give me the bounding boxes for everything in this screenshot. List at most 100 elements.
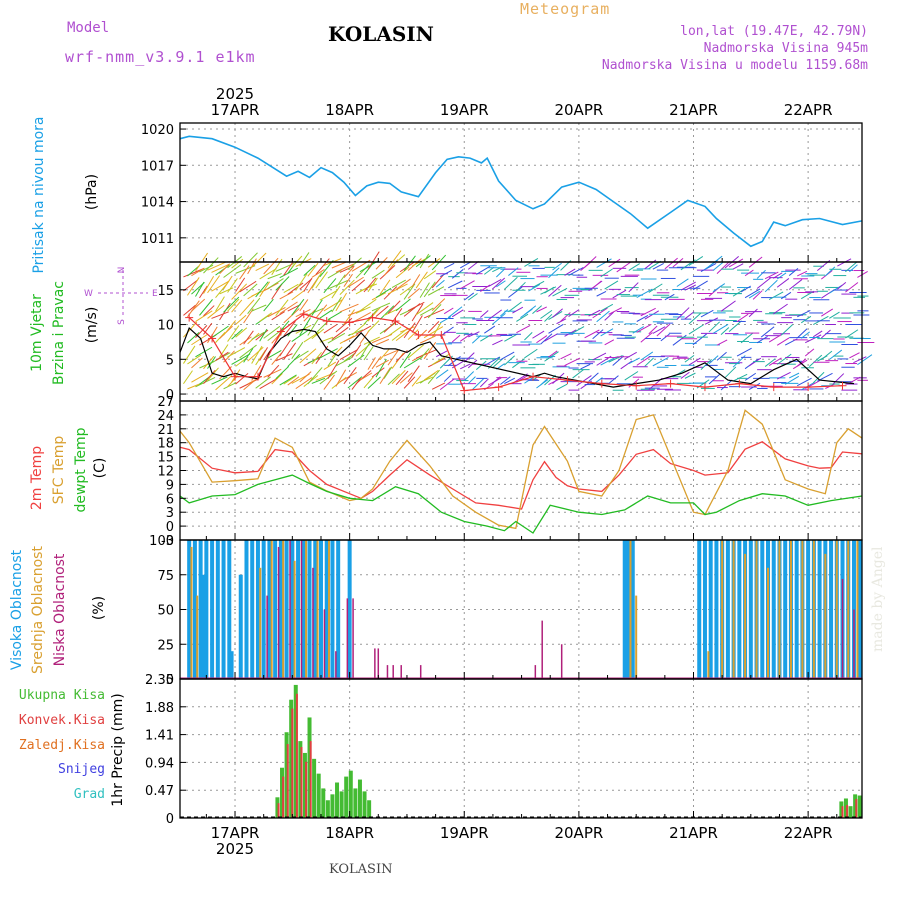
wind-barb (331, 285, 341, 299)
high-cloud-bar (622, 540, 627, 679)
low-cloud-bar (541, 620, 543, 679)
wind-barb (363, 309, 378, 325)
wind-barb (592, 329, 604, 340)
high-cloud-bar (714, 540, 719, 679)
y-tick-label: 15 (157, 451, 174, 466)
wind-barb (732, 288, 746, 297)
wind-barb (853, 356, 867, 364)
y-tick-label: 21 (157, 423, 174, 438)
wind-barb (263, 368, 282, 378)
wind-barb (636, 288, 653, 298)
mid-cloud-bar (629, 540, 632, 679)
wind-barb (788, 268, 799, 276)
wind-barb (664, 257, 678, 270)
wind-barb (688, 357, 701, 366)
high-cloud-bar (697, 540, 702, 679)
wind-barb (379, 367, 391, 385)
wind-barb (215, 351, 229, 361)
bottom-day-label: 22APR (784, 824, 833, 842)
wind-barb (552, 308, 563, 318)
wind-barb (391, 369, 406, 385)
wind-barb (736, 313, 749, 323)
wind-barb (504, 276, 518, 290)
wind-barb (371, 302, 391, 312)
wind-barb (191, 357, 203, 369)
wind-barb (295, 350, 309, 360)
altitude-label: Nadmorska Visina 945m (703, 41, 868, 56)
wind-barb (628, 357, 640, 365)
wind-barb (207, 367, 219, 381)
precip-conv-bar (855, 799, 858, 818)
wind-barb (780, 291, 792, 300)
wind-barb (764, 358, 776, 367)
wind-barb (540, 333, 553, 345)
wind-barb (299, 252, 310, 267)
wind-barb (596, 258, 612, 268)
high-cloud-bar (204, 540, 209, 679)
wind-barb (299, 317, 311, 336)
precip-total-bar (348, 770, 353, 818)
wind-barb (191, 372, 209, 383)
wind-barb (259, 281, 271, 297)
wind-barb (287, 282, 304, 295)
wind-barb (267, 350, 282, 359)
coords-label: lon,lat (19.47E, 42.79N) (680, 24, 868, 39)
high-cloud-bar (330, 540, 335, 679)
wind-barb (564, 357, 581, 367)
wind-barb (744, 288, 761, 299)
low-cloud-bar (277, 546, 280, 679)
wind-barb (431, 274, 445, 289)
wind-barb (636, 323, 652, 333)
precip-conv-bar (309, 741, 312, 818)
low-cloud-bar (323, 609, 326, 679)
wind-barb (279, 267, 299, 279)
wind-barb (363, 336, 380, 345)
precip-total-bar (857, 795, 862, 818)
bottom-year-label: 2025 (216, 840, 254, 858)
mid-cloud-bar (721, 540, 724, 679)
wind-barb (355, 306, 371, 314)
wind-barb (664, 293, 675, 301)
wind-barb (247, 375, 262, 385)
wind-barb (624, 371, 639, 381)
wind-barb (568, 309, 580, 318)
wind-barb (399, 352, 412, 368)
wind-barb (291, 341, 304, 359)
precip-conv-bar (305, 761, 308, 818)
wind-barb (568, 267, 584, 276)
wind-barb (187, 332, 200, 344)
wind-barb (411, 315, 423, 333)
wind-barb (411, 274, 421, 287)
wind-barb (367, 277, 378, 293)
low-cloud-bar (346, 598, 349, 679)
precip-total-bar (839, 801, 844, 818)
high-cloud-bar (748, 540, 753, 679)
wind-barb (419, 282, 430, 298)
wind-barb (849, 352, 860, 359)
wind-barb (471, 335, 482, 344)
wind-barb (415, 302, 434, 316)
wind-barb (837, 281, 847, 290)
mid-cloud-label: Srednja Oblacnost (30, 546, 46, 674)
wind-barb (187, 277, 200, 296)
panel-frame (179, 122, 863, 263)
wind-barb (608, 258, 621, 268)
compass-w-label: W (84, 289, 93, 299)
wind-barb (315, 372, 336, 381)
precip-total-bar (293, 684, 298, 818)
wind-barb (468, 331, 480, 338)
wind-barb (383, 320, 397, 333)
mid-cloud-bar (824, 553, 827, 679)
wind-barb (183, 268, 204, 278)
wind-barb (291, 298, 305, 316)
wind-barb (199, 299, 213, 316)
footer-location: KOLASIN (329, 862, 393, 877)
wind-barb (604, 339, 615, 346)
wind-barb (239, 344, 257, 359)
wind-barb (692, 333, 707, 346)
wind-barb (484, 325, 496, 334)
wind-barb (203, 276, 215, 294)
wind-barb (788, 279, 803, 290)
wind-barb (223, 382, 237, 390)
wind-barb (628, 282, 639, 293)
